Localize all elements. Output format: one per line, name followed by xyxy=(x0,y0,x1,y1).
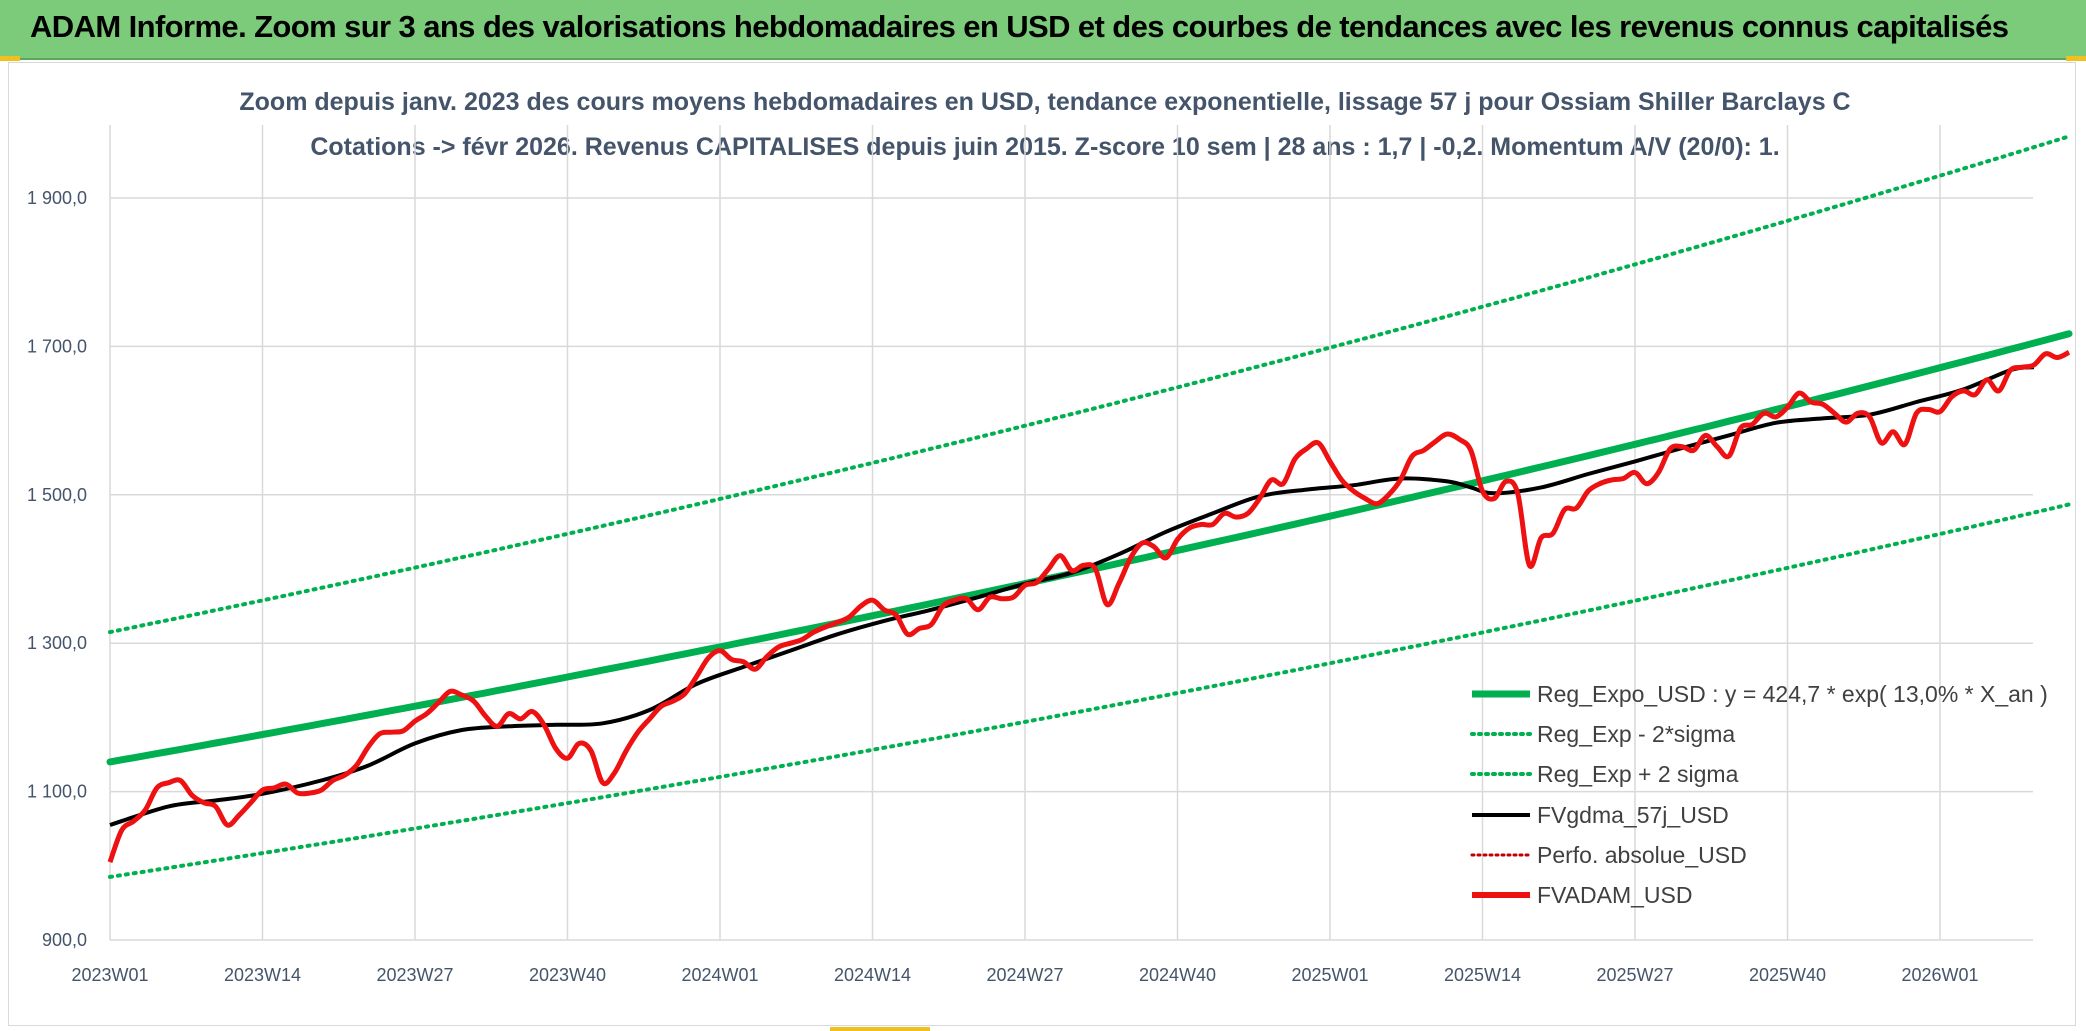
y-tick-label: 900,0 xyxy=(42,930,87,950)
legend-label-perfo: Perfo. absolue_USD xyxy=(1537,842,1747,868)
legend-label-moving-average: FVgdma_57j_USD xyxy=(1537,802,1729,828)
legend-label-band-high: Reg_Exp + 2 sigma xyxy=(1537,761,1739,787)
x-tick-label: 2025W01 xyxy=(1291,965,1368,985)
x-tick-label: 2024W40 xyxy=(1139,965,1216,985)
x-tick-label: 2025W27 xyxy=(1596,965,1673,985)
x-tick-label: 2023W40 xyxy=(529,965,606,985)
grid xyxy=(109,125,2033,941)
x-tick-label: 2026W01 xyxy=(1901,965,1978,985)
x-tick-label: 2025W14 xyxy=(1444,965,1521,985)
x-tick-label: 2023W01 xyxy=(71,965,148,985)
x-tick-label: 2024W01 xyxy=(681,965,758,985)
y-axis: 900,0 1 100,0 1 300,0 1 500,0 1 700,0 1 900,0 xyxy=(27,188,87,950)
x-tick-label: 2024W27 xyxy=(986,965,1063,985)
legend: Reg_Expo_USD : y = 424,7 * exp( 13,0% * … xyxy=(1470,681,2048,908)
legend-label-regression: Reg_Expo_USD : y = 424,7 * exp( 13,0% * … xyxy=(1537,681,2048,707)
banner-accent-right xyxy=(2066,56,2086,61)
series-price xyxy=(107,350,2071,863)
y-tick-label: 1 500,0 xyxy=(27,485,87,505)
x-tick-label: 2025W40 xyxy=(1749,965,1826,985)
x-tick-label: 2024W14 xyxy=(834,965,911,985)
chart-frame xyxy=(8,62,2076,1026)
series-band-low xyxy=(108,502,2071,879)
chart-title-line1: Zoom depuis janv. 2023 des cours moyens … xyxy=(239,88,1850,116)
x-tick-label: 2023W27 xyxy=(376,965,453,985)
legend-label-price: FVADAM_USD xyxy=(1537,882,1693,908)
y-tick-label: 1 900,0 xyxy=(27,188,87,208)
banner-accent-left xyxy=(0,56,20,61)
report-banner: ADAM Informe. Zoom sur 3 ans des valoris… xyxy=(0,0,2086,60)
y-tick-label: 1 100,0 xyxy=(27,782,87,802)
series xyxy=(106,134,2073,879)
report-title: ADAM Informe. Zoom sur 3 ans des valoris… xyxy=(30,9,2009,44)
series-band-high xyxy=(108,134,2071,635)
series-moving-average xyxy=(109,365,2035,827)
x-tick-label: 2023W14 xyxy=(224,965,301,985)
chart-title-line2: Cotations -> févr 2026. Revenus CAPITALI… xyxy=(310,133,1779,161)
bottom-accent xyxy=(830,1027,930,1031)
x-axis: 2023W01 2023W14 2023W27 2023W40 2024W01 2024W… xyxy=(71,965,1978,985)
y-tick-label: 1 300,0 xyxy=(27,633,87,653)
legend-label-band-low: Reg_Exp - 2*sigma xyxy=(1537,721,1735,747)
y-tick-label: 1 700,0 xyxy=(27,336,87,356)
